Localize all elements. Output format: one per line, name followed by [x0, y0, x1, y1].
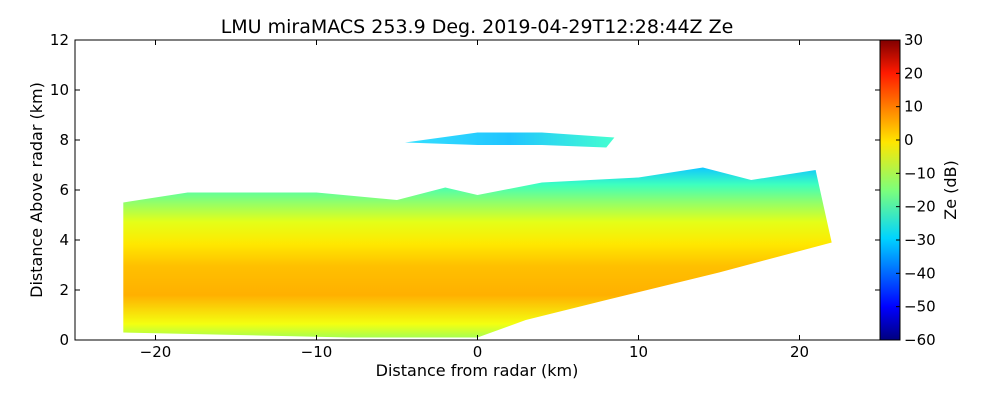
- colorbar-tick-label: 30: [904, 31, 923, 49]
- y-tick-label: 6: [59, 181, 69, 199]
- x-ticks: −20 −10 0 10 20: [140, 40, 809, 361]
- echo-layer: [123, 132, 832, 338]
- colorbar-tick-label: −10: [904, 164, 936, 182]
- colorbar-tick-label: 20: [904, 64, 923, 82]
- colorbar-label: Ze (dB): [941, 160, 960, 220]
- echo-region-main-precipitation: [123, 167, 832, 338]
- colorbar-tick-label: 10: [904, 98, 923, 116]
- y-axis-label: Distance Above radar (km): [27, 82, 46, 298]
- colorbar-tick-label: −50: [904, 298, 936, 316]
- colorbar-ticks: −60 −50 −40 −30 −20 −10 0 10 20 30: [896, 31, 936, 349]
- x-axis-label: Distance from radar (km): [376, 361, 579, 380]
- x-tick-label: −20: [140, 343, 172, 361]
- y-tick-label: 4: [59, 231, 69, 249]
- y-tick-label: 2: [59, 281, 69, 299]
- echo-region-upper-cloud: [405, 132, 615, 148]
- y-tick-label: 8: [59, 131, 69, 149]
- colorbar-tick-label: −20: [904, 198, 936, 216]
- colorbar-tick-label: 0: [904, 131, 914, 149]
- colorbar: −60 −50 −40 −30 −20 −10 0 10 20 30 Ze (dB): [879, 31, 960, 349]
- y-ticks: 0 2 4 6 8 10 12: [50, 31, 880, 349]
- y-tick-label: 12: [50, 31, 69, 49]
- x-tick-label: −10: [301, 343, 333, 361]
- y-tick-label: 0: [59, 331, 69, 349]
- x-tick-label: 10: [629, 343, 648, 361]
- y-tick-label: 10: [50, 81, 69, 99]
- chart-title: LMU miraMACS 253.9 Deg. 2019-04-29T12:28…: [221, 16, 734, 38]
- colorbar-tick-label: −30: [904, 231, 936, 249]
- plot-area: −20 −10 0 10 20 0 2 4 6 8 10 12: [50, 31, 881, 361]
- colorbar-tick-label: −40: [904, 264, 936, 282]
- x-tick-label: 0: [473, 343, 483, 361]
- colorbar-tick-label: −60: [904, 331, 936, 349]
- x-tick-label: 20: [790, 343, 809, 361]
- colorbar-scale: [879, 39, 901, 341]
